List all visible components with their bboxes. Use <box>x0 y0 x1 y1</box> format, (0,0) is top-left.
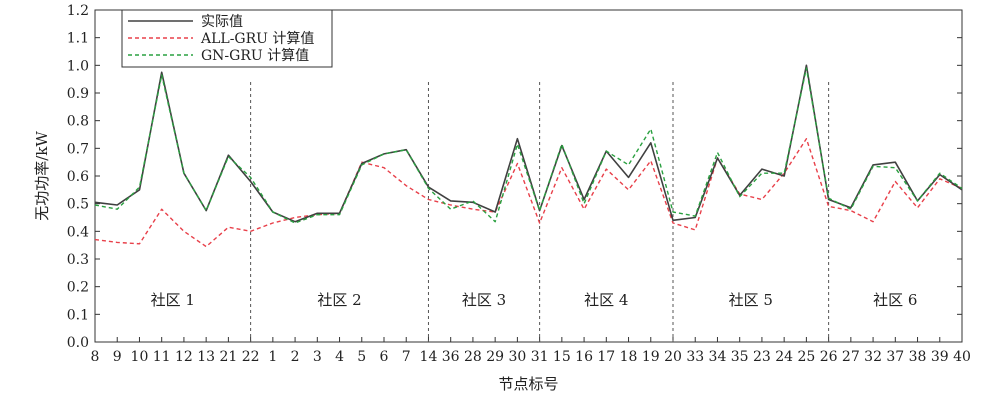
y-axis-label: 无功功率/kW <box>33 131 51 221</box>
y-tick-label: 1.1 <box>67 31 89 47</box>
x-tick-label: 22 <box>242 349 260 365</box>
legend-label-0: 实际值 <box>201 14 243 30</box>
x-tick-label: 4 <box>335 349 344 365</box>
series-line-0 <box>94 64 963 223</box>
x-tick-label: 16 <box>575 349 593 365</box>
x-tick-label: 7 <box>402 349 411 365</box>
x-tick-label: 31 <box>531 349 549 365</box>
series-line-1 <box>94 137 963 248</box>
axes: 0.0 0.1 0.2 0.3 0.4 0.5 0.6 0.7 0.8 0.9 1.0 1.1 1.2 8… <box>67 3 971 365</box>
x-tick-label: 32 <box>864 349 882 365</box>
y-tick-label: 0.9 <box>67 86 89 102</box>
community-label: 社区 4 <box>584 291 628 309</box>
x-tick-label: 23 <box>753 349 771 365</box>
y-tick-label: 0.0 <box>67 335 89 351</box>
x-tick-label: 39 <box>931 349 949 365</box>
community-label: 社区 1 <box>151 291 195 309</box>
x-tick-label: 10 <box>131 349 149 365</box>
community-label: 社区 2 <box>317 291 361 309</box>
x-tick-label: 15 <box>553 349 571 365</box>
x-tick-label: 37 <box>886 349 904 365</box>
x-tick-label: 36 <box>442 349 460 365</box>
x-tick-label: 2 <box>291 349 300 365</box>
x-tick-label: 35 <box>731 349 749 365</box>
x-tick-label: 21 <box>219 349 237 365</box>
x-tick-label: 9 <box>113 349 122 365</box>
x-tick-label: 20 <box>664 349 682 365</box>
x-tick-label: 18 <box>620 349 638 365</box>
x-tick-label: 14 <box>420 349 438 365</box>
community-label: 社区 3 <box>462 291 506 309</box>
x-tick-label: 11 <box>153 349 171 365</box>
x-tick-label: 29 <box>486 349 504 365</box>
y-tick-label: 0.8 <box>67 114 89 130</box>
x-tick-label: 26 <box>820 349 838 365</box>
community-label: 社区 5 <box>729 291 773 309</box>
x-axis-label: 节点标号 <box>498 375 558 393</box>
legend-label-2: GN-GRU 计算值 <box>201 48 309 64</box>
legend-label-1: ALL-GRU 计算值 <box>200 31 314 47</box>
x-tick-label: 25 <box>797 349 815 365</box>
y-tick-label: 0.1 <box>67 307 89 323</box>
community-labels: 社区 1 社区 2 社区 3 社区 4 社区 5 社区 6 <box>151 291 918 309</box>
y-tick-label: 1.2 <box>67 3 89 19</box>
series-line-2 <box>94 67 963 224</box>
y-tick-label: 0.3 <box>67 252 89 268</box>
x-tick-label: 6 <box>380 349 389 365</box>
x-tick-label: 27 <box>842 349 860 365</box>
y-tick-label: 0.7 <box>67 141 89 157</box>
community-dividers <box>250 82 830 342</box>
y-tick-label: 0.6 <box>67 169 89 185</box>
x-tick-label: 12 <box>175 349 193 365</box>
community-label: 社区 6 <box>873 291 917 309</box>
x-tick-label: 1 <box>268 349 277 365</box>
x-tick-label: 24 <box>775 349 793 365</box>
y-tick-label: 1.0 <box>67 58 89 74</box>
y-tick-label: 0.4 <box>67 224 89 240</box>
x-tick-label: 30 <box>508 349 526 365</box>
y-tick-label: 0.5 <box>67 197 89 213</box>
x-tick-label: 5 <box>357 349 366 365</box>
x-tick-label: 33 <box>686 349 704 365</box>
x-tick-label: 40 <box>953 349 971 365</box>
x-tick-label: 19 <box>642 349 660 365</box>
x-tick-label: 34 <box>709 349 727 365</box>
x-tick-label: 38 <box>909 349 927 365</box>
x-tick-label: 3 <box>313 349 322 365</box>
x-tick-label: 28 <box>464 349 482 365</box>
x-tick-label: 8 <box>91 349 100 365</box>
x-tick-label: 13 <box>197 349 215 365</box>
x-tick-label: 17 <box>597 349 615 365</box>
series-layer <box>94 64 963 248</box>
y-tick-label: 0.2 <box>67 280 89 296</box>
